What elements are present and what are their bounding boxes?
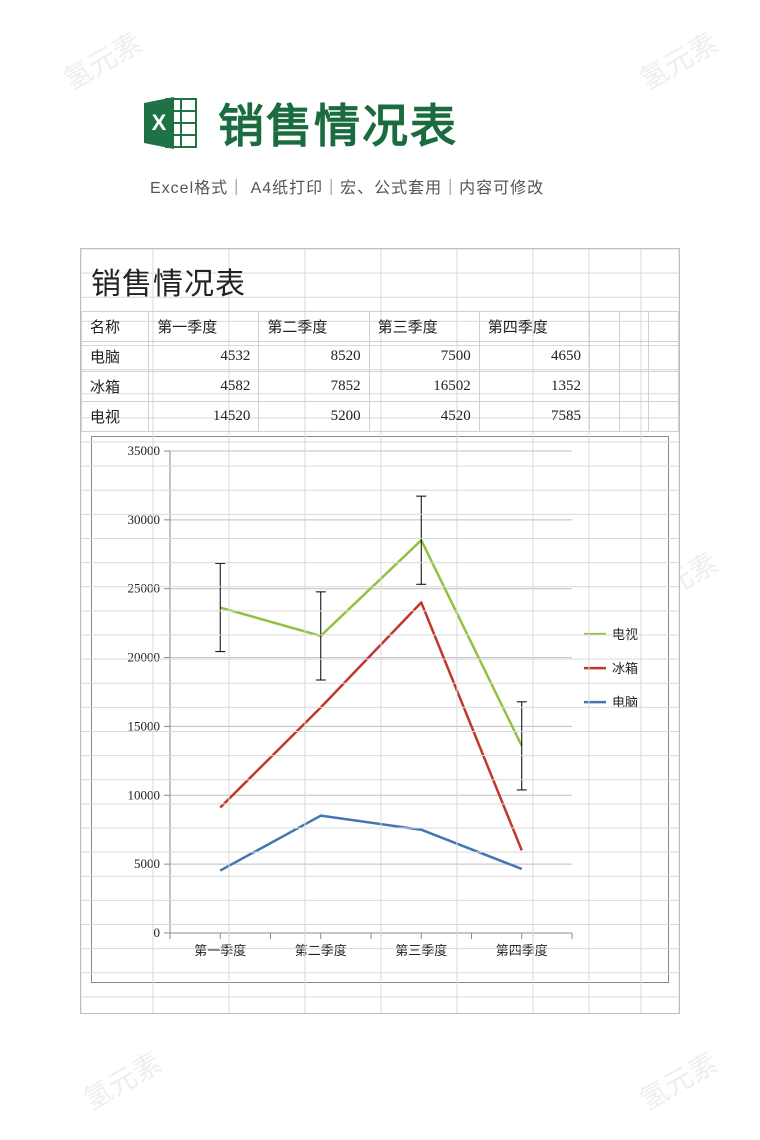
table-header-empty [649,312,679,342]
row-value-cell: 8520 [259,342,369,372]
svg-text:30000: 30000 [128,512,161,527]
table-header: 名称 [82,312,149,342]
table-row: 冰箱45827852165021352 [82,372,679,402]
page-title: 销售情况表 [218,90,458,156]
row-value-cell: 7585 [479,402,589,432]
table-header-empty [589,312,619,342]
svg-text:10000: 10000 [128,787,161,802]
svg-text:第四季度: 第四季度 [496,943,548,958]
svg-text:冰箱: 冰箱 [612,661,638,676]
row-name-cell: 冰箱 [82,372,149,402]
empty-cell [649,342,679,372]
row-value-cell: 4520 [369,402,479,432]
row-value-cell: 4650 [479,342,589,372]
table-header: 第三季度 [369,312,479,342]
empty-cell [619,372,649,402]
svg-text:X: X [152,110,167,135]
empty-cell [589,402,619,432]
table-row: 电视14520520045207585 [82,402,679,432]
empty-cell [589,372,619,402]
svg-text:15000: 15000 [128,718,161,733]
excel-icon: X [140,93,200,153]
row-value-cell: 7852 [259,372,369,402]
data-table: 名称第一季度第二季度第三季度第四季度 电脑4532852075004650 冰箱… [81,311,679,432]
svg-text:25000: 25000 [128,581,161,596]
table-header: 第四季度 [479,312,589,342]
svg-text:20000: 20000 [128,650,161,665]
row-value-cell: 1352 [479,372,589,402]
page-header: X 销售情况表 [0,0,760,156]
svg-text:电脑: 电脑 [612,695,638,710]
table-row: 电脑4532852075004650 [82,342,679,372]
table-header: 第一季度 [149,312,259,342]
table-header: 第二季度 [259,312,369,342]
svg-text:电视: 电视 [612,627,638,642]
svg-text:0: 0 [154,925,161,940]
svg-text:第二季度: 第二季度 [295,943,347,958]
empty-cell [619,342,649,372]
empty-cell [649,372,679,402]
row-value-cell: 7500 [369,342,479,372]
svg-text:35000: 35000 [128,443,161,458]
sheet-title: 销售情况表 [81,249,679,311]
row-value-cell: 4532 [149,342,259,372]
row-value-cell: 16502 [369,372,479,402]
line-chart: 0 5000 10000 15000 20000 25000 30000 35000 第一季度 第… [91,436,669,983]
empty-cell [589,342,619,372]
watermark: 氢元素 [632,1042,725,1119]
spreadsheet-panel: 销售情况表 名称第一季度第二季度第三季度第四季度 电脑4532852075004… [80,248,680,1014]
row-value-cell: 5200 [259,402,369,432]
empty-cell [619,402,649,432]
row-name-cell: 电视 [82,402,149,432]
row-value-cell: 14520 [149,402,259,432]
svg-text:5000: 5000 [134,856,160,871]
table-header-empty [619,312,649,342]
watermark: 氢元素 [76,1042,169,1119]
row-name-cell: 电脑 [82,342,149,372]
page-subtitle: Excel格式｜ A4纸打印｜宏、公式套用｜内容可修改 [0,156,760,198]
empty-cell [649,402,679,432]
svg-text:第一季度: 第一季度 [194,943,246,958]
svg-text:第三季度: 第三季度 [395,943,447,958]
row-value-cell: 4582 [149,372,259,402]
